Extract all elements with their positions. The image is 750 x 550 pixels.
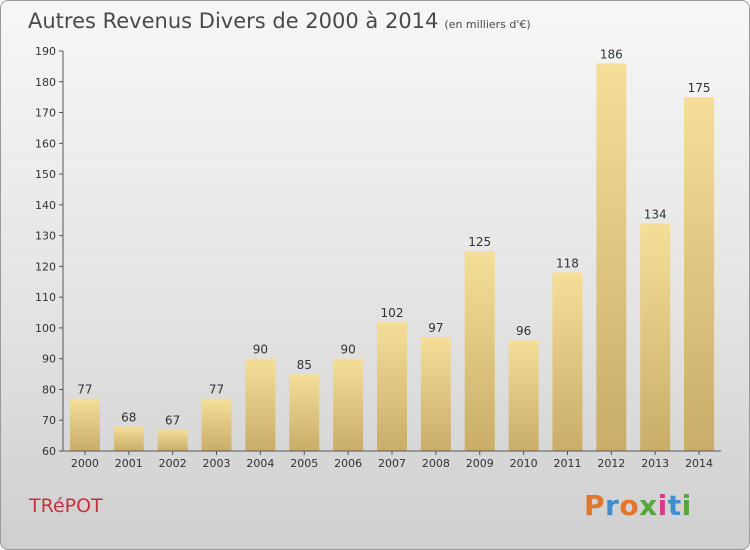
bar bbox=[508, 340, 539, 451]
y-tick-label: 70 bbox=[42, 414, 56, 427]
x-tick-label: 2003 bbox=[203, 457, 231, 470]
bar-value-label: 186 bbox=[600, 47, 623, 61]
x-tick-label: 2012 bbox=[597, 457, 625, 470]
y-tick-label: 90 bbox=[42, 353, 56, 366]
x-tick-label: 2011 bbox=[553, 457, 581, 470]
bar bbox=[157, 429, 188, 451]
bar-value-label: 96 bbox=[516, 324, 531, 338]
x-tick-label: 2014 bbox=[685, 457, 713, 470]
brand-letter: i bbox=[681, 489, 692, 522]
brand-letter: r bbox=[605, 489, 620, 522]
x-tick-label: 2010 bbox=[510, 457, 538, 470]
bar bbox=[552, 272, 583, 451]
title-unit: (en milliers d'€) bbox=[444, 18, 531, 31]
bar bbox=[201, 398, 232, 451]
bar-value-label: 67 bbox=[165, 413, 180, 427]
x-tick-label: 2005 bbox=[290, 457, 318, 470]
bar bbox=[245, 358, 276, 451]
x-tick-label: 2007 bbox=[378, 457, 406, 470]
bar bbox=[640, 223, 671, 451]
brand-letter: P bbox=[584, 489, 606, 522]
bar bbox=[464, 251, 495, 451]
bar-value-label: 77 bbox=[209, 383, 224, 397]
y-tick-label: 130 bbox=[35, 230, 56, 243]
y-tick-label: 110 bbox=[35, 291, 56, 304]
bar bbox=[596, 63, 627, 452]
brand-letter: x bbox=[639, 489, 658, 522]
y-tick-label: 140 bbox=[35, 199, 56, 212]
x-tick-label: 2004 bbox=[246, 457, 274, 470]
y-tick-label: 100 bbox=[35, 322, 56, 335]
y-tick-label: 150 bbox=[35, 168, 56, 181]
bar-value-label: 134 bbox=[644, 207, 667, 221]
bars: 77 68 67 77 90 85 90 102 97 125 96 118 186 134 175 bbox=[69, 47, 715, 452]
y-tick-label: 170 bbox=[35, 107, 56, 120]
y-tick-label: 190 bbox=[35, 45, 56, 58]
bar bbox=[289, 374, 320, 451]
brand-logo: Proxiti bbox=[584, 489, 692, 522]
bar bbox=[113, 426, 144, 451]
brand-letter: o bbox=[619, 489, 640, 522]
bar-value-label: 90 bbox=[253, 343, 268, 357]
bar-value-label: 85 bbox=[297, 358, 312, 372]
bar-value-label: 118 bbox=[556, 257, 579, 271]
x-tick-label: 2013 bbox=[641, 457, 669, 470]
y-tick-label: 80 bbox=[42, 383, 56, 396]
brand-letter: t bbox=[667, 489, 682, 522]
bar-value-label: 97 bbox=[428, 321, 443, 335]
y-tick-label: 120 bbox=[35, 260, 56, 273]
x-tick-label: 2000 bbox=[71, 457, 99, 470]
bar bbox=[333, 358, 364, 451]
x-tick-label: 2006 bbox=[334, 457, 362, 470]
bar-value-label: 125 bbox=[468, 235, 491, 249]
x-axis: 2000 2001 2002 2003 2004 2005 2006 2007 2008 2009… bbox=[63, 450, 721, 470]
x-tick-label: 2001 bbox=[115, 457, 143, 470]
bar-value-label: 90 bbox=[340, 343, 355, 357]
brand-letter: i bbox=[657, 489, 668, 522]
bar-value-label: 77 bbox=[77, 383, 92, 397]
bar bbox=[377, 321, 407, 451]
x-tick-label: 2002 bbox=[159, 457, 187, 470]
bar-value-label: 68 bbox=[121, 410, 136, 424]
y-tick-label: 60 bbox=[42, 445, 56, 458]
chart-title: Autres Revenus Divers de 2000 à 2014 (en … bbox=[28, 9, 531, 33]
y-tick-label: 180 bbox=[35, 76, 56, 89]
x-tick-label: 2009 bbox=[466, 457, 494, 470]
bar-value-label: 102 bbox=[381, 306, 404, 320]
title-text: Autres Revenus Divers de 2000 à 2014 bbox=[28, 9, 439, 33]
x-tick-label: 2008 bbox=[422, 457, 450, 470]
bar bbox=[684, 97, 715, 452]
y-axis: 60 70 80 90 100 110 120 130 140 150 160 170 180 190 bbox=[35, 45, 64, 458]
location-label: TRéPOT bbox=[29, 495, 103, 517]
y-tick-label: 160 bbox=[35, 137, 56, 150]
bar-value-label: 175 bbox=[688, 81, 711, 95]
bar bbox=[69, 398, 100, 451]
bar bbox=[420, 337, 451, 451]
